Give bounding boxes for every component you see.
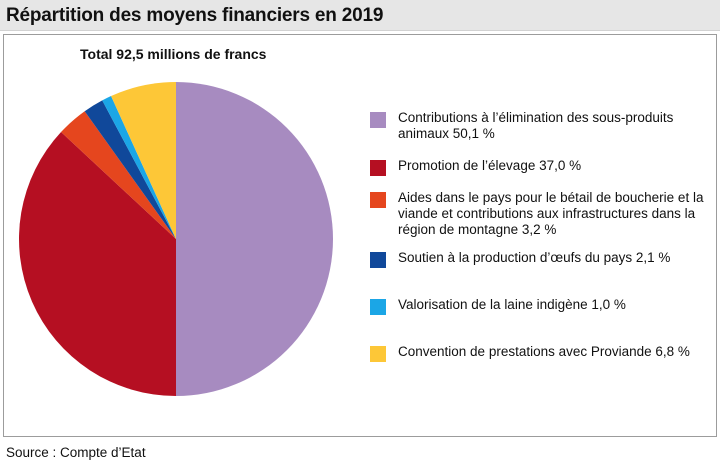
- pie-slice-6: [111, 82, 176, 239]
- chart-subtitle: Total 92,5 millions de francs: [80, 46, 267, 62]
- legend-swatch: [370, 346, 386, 362]
- legend-label: Convention de prestations avec Proviande…: [398, 344, 690, 359]
- pie-slice-3: [61, 111, 176, 239]
- legend-swatch: [370, 192, 386, 208]
- legend-label: Valorisation de la laine indigène 1,0 %: [398, 297, 626, 312]
- legend-swatch: [370, 112, 386, 128]
- pie-slice-4: [84, 100, 176, 239]
- legend-label: Soutien à la production d’œufs du pays 2…: [398, 250, 671, 265]
- legend-swatch: [370, 160, 386, 176]
- pie-slice-2: [18, 132, 177, 397]
- chart-header: Répartition des moyens financiers en 201…: [0, 0, 720, 31]
- legend-swatch: [370, 252, 386, 268]
- legend-label: Aides dans le pays pour le bétail de bou…: [398, 190, 704, 237]
- source-note: Source : Compte d’Etat: [6, 445, 146, 460]
- legend-swatch: [370, 299, 386, 315]
- pie-slice-1: [176, 82, 333, 396]
- chart-title: Répartition des moyens financiers en 201…: [6, 5, 384, 26]
- legend-label: Contributions à l’élimination des sous-p…: [398, 110, 674, 141]
- legend-label: Promotion de l’élevage 37,0 %: [398, 158, 582, 173]
- pie-slice-5: [102, 96, 176, 239]
